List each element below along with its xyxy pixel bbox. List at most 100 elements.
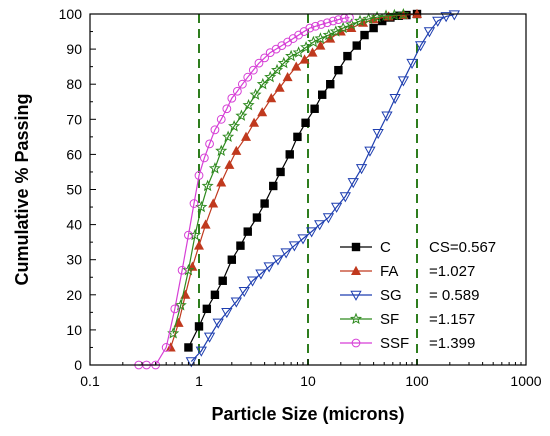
- series-layer: [134, 8, 460, 370]
- data-point: [236, 241, 245, 250]
- data-point: [326, 80, 335, 89]
- legend-marker: [351, 265, 361, 275]
- data-point: [185, 357, 197, 368]
- data-point: [423, 27, 436, 38]
- data-point: [238, 286, 250, 298]
- data-point: [448, 10, 460, 21]
- data-point: [241, 131, 252, 141]
- legend-annotation: =1.399: [429, 335, 475, 352]
- series-sg: [185, 10, 460, 368]
- data-point: [381, 111, 393, 122]
- data-point: [269, 181, 278, 191]
- legend-label: C: [380, 239, 391, 256]
- data-point: [305, 23, 315, 33]
- data-point: [174, 298, 187, 311]
- data-point: [360, 30, 369, 40]
- data-point: [406, 58, 418, 69]
- data-point: [299, 54, 310, 64]
- x-tick-label: 1: [195, 373, 203, 389]
- data-point: [369, 23, 378, 33]
- legend-label: SG: [380, 287, 402, 304]
- data-point: [221, 308, 233, 319]
- x-tick-label: 1000: [510, 373, 541, 389]
- data-point: [194, 240, 204, 250]
- data-point: [202, 304, 212, 314]
- data-point: [266, 93, 277, 103]
- data-point: [378, 16, 387, 26]
- y-tick-label: 60: [66, 146, 82, 162]
- data-point: [205, 139, 214, 149]
- data-point: [328, 16, 338, 26]
- data-point: [271, 63, 284, 76]
- legend-marker: [351, 242, 361, 252]
- data-point: [432, 16, 444, 27]
- data-point: [199, 153, 209, 163]
- data-point: [364, 146, 376, 157]
- data-point: [255, 269, 267, 280]
- data-point: [227, 93, 237, 103]
- data-point: [201, 179, 214, 192]
- data-point: [249, 117, 260, 127]
- x-tick-label: 10: [300, 373, 316, 389]
- data-point: [248, 65, 258, 75]
- data-point: [297, 234, 309, 245]
- data-point: [318, 90, 327, 99]
- data-point: [216, 114, 226, 124]
- data-point: [282, 71, 293, 82]
- data-point: [232, 86, 242, 96]
- data-point: [397, 8, 410, 20]
- data-point: [314, 220, 326, 231]
- data-point: [210, 290, 220, 299]
- legend-annotation: =1.157: [429, 311, 475, 328]
- data-point: [333, 15, 343, 25]
- data-point: [274, 82, 285, 92]
- data-point: [231, 145, 242, 155]
- y-tick-label: 20: [66, 287, 82, 303]
- data-point: [414, 41, 427, 52]
- data-point: [285, 49, 298, 62]
- data-point: [440, 12, 452, 23]
- data-point: [243, 72, 253, 82]
- data-point: [182, 263, 195, 276]
- data-point: [227, 255, 237, 264]
- y-tick-label: 70: [66, 111, 82, 127]
- data-point: [315, 40, 326, 50]
- data-point: [210, 125, 220, 135]
- data-point: [322, 28, 335, 41]
- data-point: [203, 332, 216, 343]
- data-point: [371, 10, 384, 23]
- data-point: [291, 61, 302, 71]
- y-tick-label: 0: [74, 357, 82, 373]
- data-point: [307, 35, 320, 48]
- data-point: [208, 198, 219, 208]
- x-axis-title: Particle Size (microns): [211, 404, 404, 424]
- data-point: [242, 98, 255, 111]
- data-point: [339, 192, 351, 203]
- y-tick-label: 50: [66, 182, 82, 198]
- data-point: [212, 318, 224, 329]
- series-line: [138, 16, 350, 366]
- data-point: [228, 119, 241, 132]
- data-point: [222, 104, 232, 114]
- legend-marker: [351, 338, 361, 348]
- data-point: [215, 144, 228, 157]
- data-point: [307, 47, 318, 57]
- data-point: [358, 17, 369, 27]
- data-point: [334, 65, 343, 75]
- data-point: [337, 21, 350, 34]
- data-point: [300, 40, 313, 53]
- legend-label: SF: [380, 311, 399, 328]
- x-tick-label: 0.1: [80, 373, 100, 389]
- data-point: [184, 343, 193, 352]
- data-point: [277, 56, 290, 69]
- data-point: [355, 164, 368, 175]
- data-point: [218, 276, 227, 285]
- data-point: [222, 130, 235, 142]
- data-point: [243, 227, 252, 236]
- data-point: [389, 93, 401, 105]
- data-point: [352, 41, 361, 50]
- data-point: [329, 25, 342, 37]
- data-point: [346, 22, 357, 33]
- legend-label: SSF: [380, 335, 409, 352]
